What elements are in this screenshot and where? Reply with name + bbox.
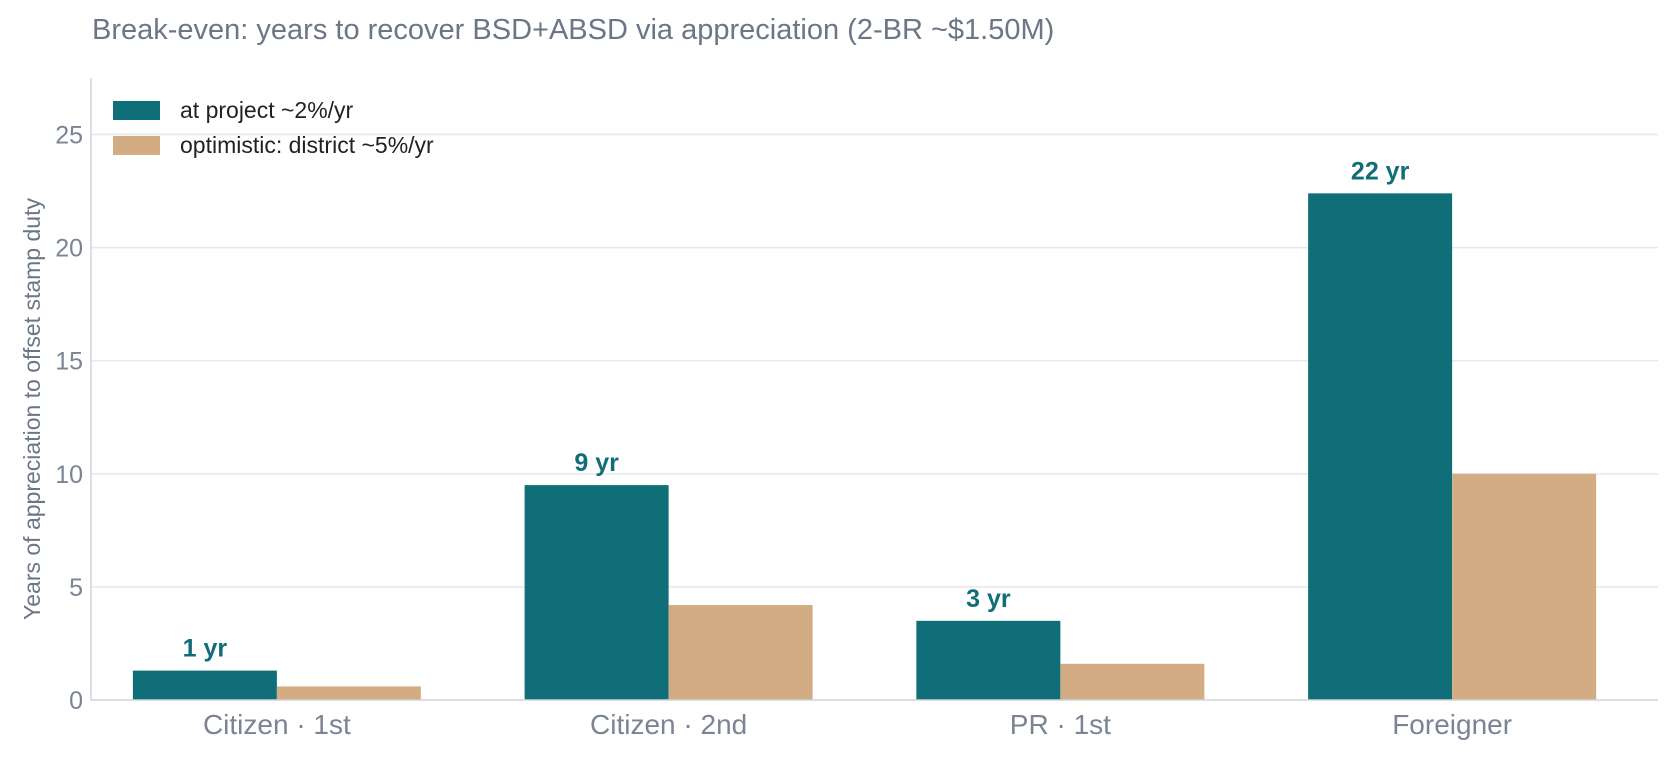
legend-swatch [113, 136, 160, 155]
chart-title: Break-even: years to recover BSD+ABSD vi… [92, 14, 1055, 46]
bar [1308, 193, 1453, 700]
legend-swatch [113, 101, 160, 120]
bar [916, 620, 1061, 700]
y-tick-label: 0 [69, 687, 83, 715]
bars [132, 193, 1597, 700]
bar [276, 686, 421, 700]
y-axis-title: Years of appreciation to offset stamp du… [19, 198, 45, 620]
data-labels: 1 yr 9 yr 3 yr 22 yr [183, 157, 1410, 662]
bar [668, 605, 813, 700]
legend-label: at project ~2%/yr [180, 97, 354, 123]
y-tick-label: 5 [69, 574, 83, 602]
x-category-label: Citizen · 2nd [590, 709, 747, 740]
x-category-label: Foreigner [1392, 709, 1512, 740]
y-tick-label: 20 [55, 235, 83, 263]
bar [524, 485, 669, 700]
x-category-label: Citizen · 1st [203, 709, 351, 740]
y-tick-label: 15 [55, 348, 83, 376]
x-category-label: PR · 1st [1010, 709, 1111, 740]
axes: 0 5 10 15 20 25 Years of appreciation to offse… [19, 78, 1658, 740]
data-label: 3 yr [966, 585, 1011, 613]
y-tick-label: 25 [55, 122, 83, 150]
bar [132, 670, 277, 700]
bar [1060, 663, 1205, 700]
legend: at project ~2%/yr optimistic: district ~5… [113, 97, 434, 158]
legend-label: optimistic: district ~5%/yr [180, 132, 434, 158]
y-tick-label: 10 [55, 461, 83, 489]
data-label: 22 yr [1351, 157, 1410, 185]
data-label: 1 yr [183, 635, 228, 663]
data-label: 9 yr [574, 449, 619, 477]
bar [1452, 473, 1597, 700]
